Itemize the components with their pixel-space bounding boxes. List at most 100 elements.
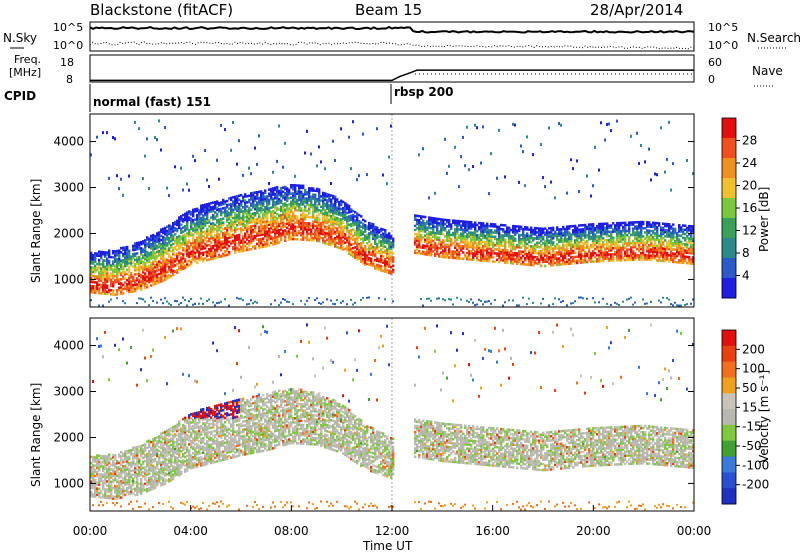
power-cell-781	[172, 265, 175, 268]
power-cell-528	[148, 304, 150, 307]
power-cell-1376	[228, 234, 231, 237]
power-cell-3865	[522, 227, 525, 231]
power-cell-3628	[490, 235, 493, 238]
power-cell-4768	[640, 239, 643, 242]
power-cell-3726	[504, 242, 507, 246]
power-cell-1688	[258, 242, 261, 245]
power-cell-4354	[586, 233, 589, 237]
power-cell-2901	[376, 226, 379, 229]
power-cell-192	[112, 270, 115, 274]
power-cell-3010	[390, 247, 393, 250]
power-cell-3947	[534, 260, 537, 263]
power-cell-2975	[386, 250, 389, 253]
power-cell-1442	[234, 216, 237, 219]
power-cell-712	[164, 226, 167, 230]
power-cell-4743	[638, 258, 641, 261]
power-cell-2410	[324, 192, 327, 195]
power-cell-2801	[364, 236, 367, 239]
power-cell-3994	[540, 235, 543, 239]
power-cell-969	[190, 233, 193, 237]
power-cell-3066	[418, 227, 421, 230]
power-cell-489	[146, 286, 149, 289]
power-cell-4133	[558, 234, 561, 237]
power-cell-455	[142, 262, 145, 266]
power-cell-667	[162, 273, 165, 276]
power-cell-2927	[380, 244, 383, 247]
power-cell-4627	[620, 221, 623, 225]
power-cell-2710	[354, 211, 357, 214]
power-cell-3116	[426, 249, 429, 252]
power-cell-4841	[650, 250, 653, 253]
power-cell-3272	[446, 239, 449, 242]
power-cell-1614	[250, 212, 253, 216]
power-cell-442	[140, 247, 143, 250]
power-cell-2277	[312, 212, 315, 215]
power-cell-2579	[340, 203, 343, 207]
power-cell-204	[114, 274, 117, 278]
power-cell-3428	[466, 222, 469, 226]
power-cell-2053	[290, 215, 293, 218]
power-cell-3131	[428, 249, 431, 252]
power-cell-2159	[300, 203, 303, 206]
power-cell-14	[90, 257, 93, 261]
power-cell-2134	[298, 209, 301, 212]
power-cell-1252	[216, 235, 219, 238]
power-cell-1842	[272, 243, 275, 246]
power-cell-1871	[274, 234, 277, 237]
power-cell-3727	[504, 240, 507, 244]
power-cell-26	[92, 274, 95, 278]
power-cell-4135	[558, 230, 561, 233]
power-cell-4353	[586, 236, 589, 239]
power-cell-3204	[436, 225, 439, 229]
power-cell-1931	[278, 189, 281, 193]
power-cell-3858	[522, 244, 525, 247]
power-cell-3088	[422, 250, 425, 254]
power-cell-4542	[610, 236, 613, 240]
power-cell-377	[134, 267, 137, 270]
power-cell-1497	[240, 247, 243, 251]
power-cell-153	[106, 131, 108, 135]
power-cell-419	[138, 258, 141, 261]
power-cell-924	[186, 248, 189, 252]
power-cell-1234	[214, 227, 217, 231]
power-cell-3481	[472, 301, 474, 304]
power-cell-310	[126, 268, 129, 272]
power-cell-3692	[500, 250, 503, 254]
power-cell-4911	[658, 224, 661, 227]
power-cell-4422	[596, 253, 599, 257]
power-cell-281	[122, 254, 125, 258]
power-cell-2791	[364, 261, 367, 264]
nsky-line	[89, 25, 695, 34]
power-cell-1685	[256, 301, 258, 304]
power-cell-1322	[222, 221, 225, 224]
power-cell-2733	[356, 214, 359, 217]
power-cell-2744	[358, 234, 361, 237]
power-cell-1284	[218, 210, 221, 213]
power-cell-2347	[318, 196, 321, 200]
power-cell-2099	[294, 206, 297, 210]
power-cell-2233	[308, 228, 311, 231]
power-cell-2223	[306, 203, 309, 206]
power-cell-2008	[286, 214, 289, 217]
power-cell-1189	[210, 237, 213, 240]
power-cell-3504	[476, 248, 479, 251]
power-cell-1224	[214, 254, 217, 258]
power-cell-236	[118, 288, 121, 292]
power-cell-1404	[230, 204, 233, 208]
power-cell-1028	[196, 246, 199, 250]
power-cell-3560	[482, 230, 485, 233]
power-cell-2840	[370, 263, 373, 267]
power-cell-3216	[438, 236, 441, 239]
power-cell-3180	[434, 252, 437, 255]
power-cell-1692	[258, 231, 261, 235]
power-cell-3681	[498, 238, 501, 241]
power-cell-1008	[194, 251, 197, 254]
power-cell-2404	[324, 208, 327, 212]
power-cell-771	[170, 235, 173, 239]
power-cell-3571	[484, 245, 487, 248]
power-cell-1645	[254, 247, 257, 250]
power-cell-2320	[316, 210, 319, 213]
power-cell-2294	[314, 218, 317, 221]
power-cell-1484	[238, 217, 241, 220]
power-cell-2062	[290, 186, 293, 189]
